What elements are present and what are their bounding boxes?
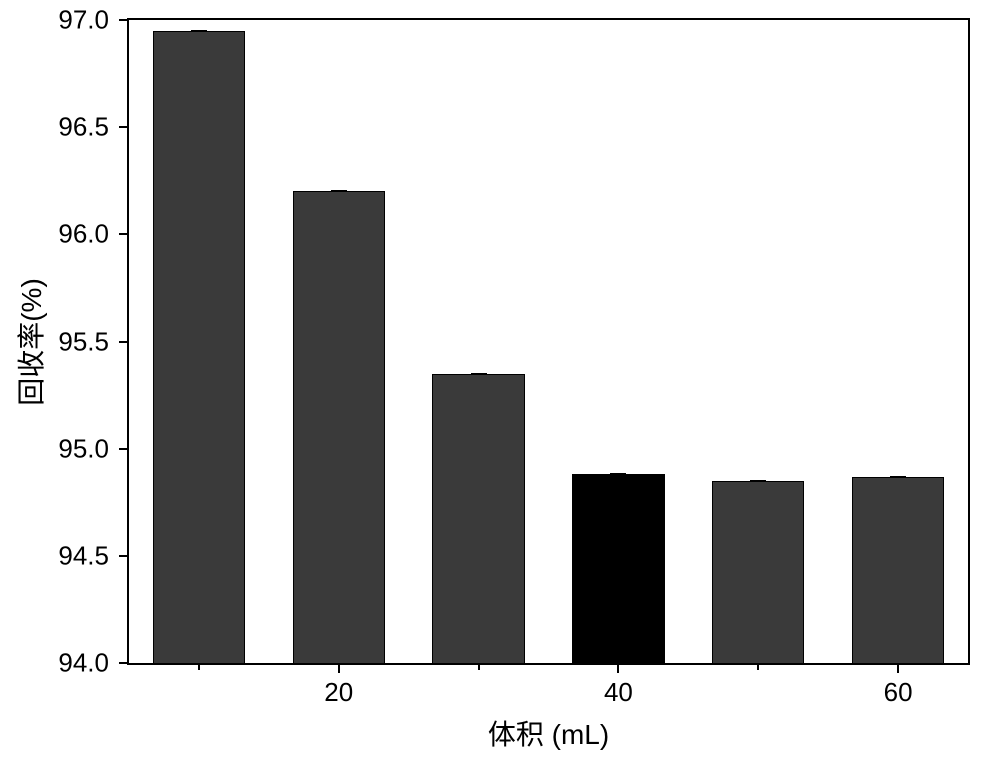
bar-error-cap <box>191 30 207 32</box>
y-tick <box>119 341 127 343</box>
x-tick <box>338 665 340 673</box>
y-tick-label: 95.0 <box>0 433 109 464</box>
y-tick-label: 96.5 <box>0 112 109 143</box>
bar <box>572 474 664 663</box>
x-minor-tick <box>198 665 200 670</box>
bar-error-cap <box>890 476 906 478</box>
y-tick <box>119 19 127 21</box>
y-tick <box>119 126 127 128</box>
bar <box>712 481 804 663</box>
bar-error-cap <box>331 190 347 192</box>
bar-chart-figure: 94.094.595.095.596.096.597.0204060 回收率(%… <box>0 0 1000 758</box>
bar-error-cap <box>471 373 487 375</box>
x-axis-label: 体积 (mL) <box>488 713 609 753</box>
x-tick-label: 40 <box>604 677 633 708</box>
y-tick <box>119 662 127 664</box>
bar <box>293 191 385 663</box>
bar <box>153 31 245 663</box>
y-axis-label: 回收率(%) <box>10 278 50 406</box>
x-minor-tick <box>757 665 759 670</box>
y-tick-label: 96.0 <box>0 219 109 250</box>
y-tick <box>119 555 127 557</box>
y-tick <box>119 448 127 450</box>
y-tick <box>119 233 127 235</box>
x-tick-label: 20 <box>324 677 353 708</box>
plot-area <box>127 18 970 665</box>
y-tick-label: 97.0 <box>0 5 109 36</box>
x-tick-label: 60 <box>884 677 913 708</box>
bar <box>432 374 524 663</box>
x-minor-tick <box>478 665 480 670</box>
y-tick-label: 94.5 <box>0 540 109 571</box>
y-tick-label: 94.0 <box>0 648 109 679</box>
x-tick <box>617 665 619 673</box>
bar <box>852 477 944 663</box>
bar-error-cap <box>610 473 626 475</box>
bar-error-cap <box>750 480 766 482</box>
x-tick <box>897 665 899 673</box>
